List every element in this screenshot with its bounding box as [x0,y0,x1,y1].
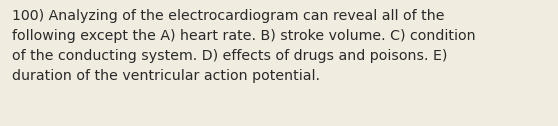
Text: 100) Analyzing of the electrocardiogram can reveal all of the
following except t: 100) Analyzing of the electrocardiogram … [12,9,476,83]
